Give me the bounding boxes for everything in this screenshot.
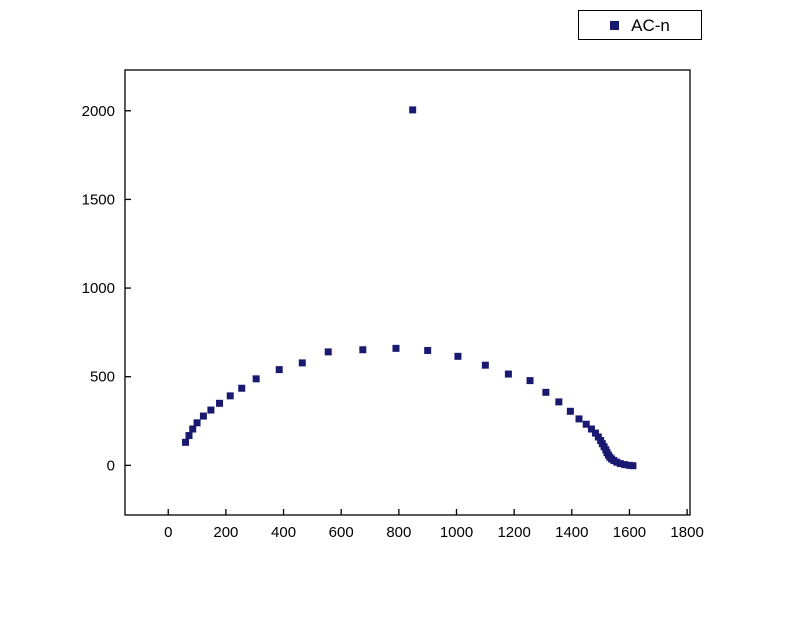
legend-box: AC-n (578, 10, 702, 40)
scatter-point (216, 399, 224, 407)
x-axis-tick-label: 200 (213, 524, 238, 541)
scatter-point (566, 407, 574, 415)
scatter-point (226, 392, 234, 400)
scatter-point (207, 406, 215, 414)
x-axis-tick-label: 1800 (670, 524, 703, 541)
scatter-point (504, 370, 512, 378)
axis-frame (124, 69, 691, 516)
x-axis-tick-label: 0 (164, 524, 172, 541)
scatter-point (555, 398, 563, 406)
scatter-point (298, 359, 306, 367)
scatter-point (252, 375, 260, 383)
scatter-point (182, 438, 190, 446)
legend-marker-icon (610, 20, 620, 30)
x-axis-tick-label: 1000 (440, 524, 473, 541)
scatter-point (324, 348, 332, 356)
x-axis-tick-label: 400 (271, 524, 296, 541)
scatter-point (587, 425, 595, 433)
scatter-point (591, 429, 599, 437)
scatter-point (616, 460, 624, 468)
x-axis-tick-label: 1200 (497, 524, 530, 541)
y-axis-tick-label: 1000 (82, 280, 115, 297)
scatter-point (542, 388, 550, 396)
y-axis-tick-label: 1500 (82, 191, 115, 208)
scatter-point (629, 462, 637, 470)
scatter-point (199, 412, 207, 420)
scatter-point (275, 366, 283, 374)
scatter-point (392, 344, 400, 352)
scatter-point (193, 419, 201, 427)
x-axis-tick-label: 1400 (555, 524, 588, 541)
scatter-point (621, 461, 629, 469)
scatter-point (575, 415, 583, 423)
x-axis-tick-label: 1600 (613, 524, 646, 541)
scatter-point (359, 346, 367, 354)
x-axis-tick-label: 800 (386, 524, 411, 541)
scatter-point (238, 384, 246, 392)
legend-series-label: AC-n (631, 15, 670, 35)
scatter-point (185, 432, 193, 440)
scatter-point (424, 346, 432, 354)
y-axis-tick-label: 2000 (82, 103, 115, 120)
y-axis-tick-label: 500 (90, 369, 115, 386)
scatter-point (594, 433, 602, 441)
scatter-point (454, 352, 462, 360)
scatter-point (189, 425, 197, 433)
scatter-point (526, 377, 534, 385)
x-axis-tick-label: 600 (329, 524, 354, 541)
scatter-point (481, 361, 489, 369)
scatter-point (582, 420, 590, 428)
scatter-point (409, 106, 417, 114)
y-axis-tick-label: 0 (107, 457, 115, 474)
